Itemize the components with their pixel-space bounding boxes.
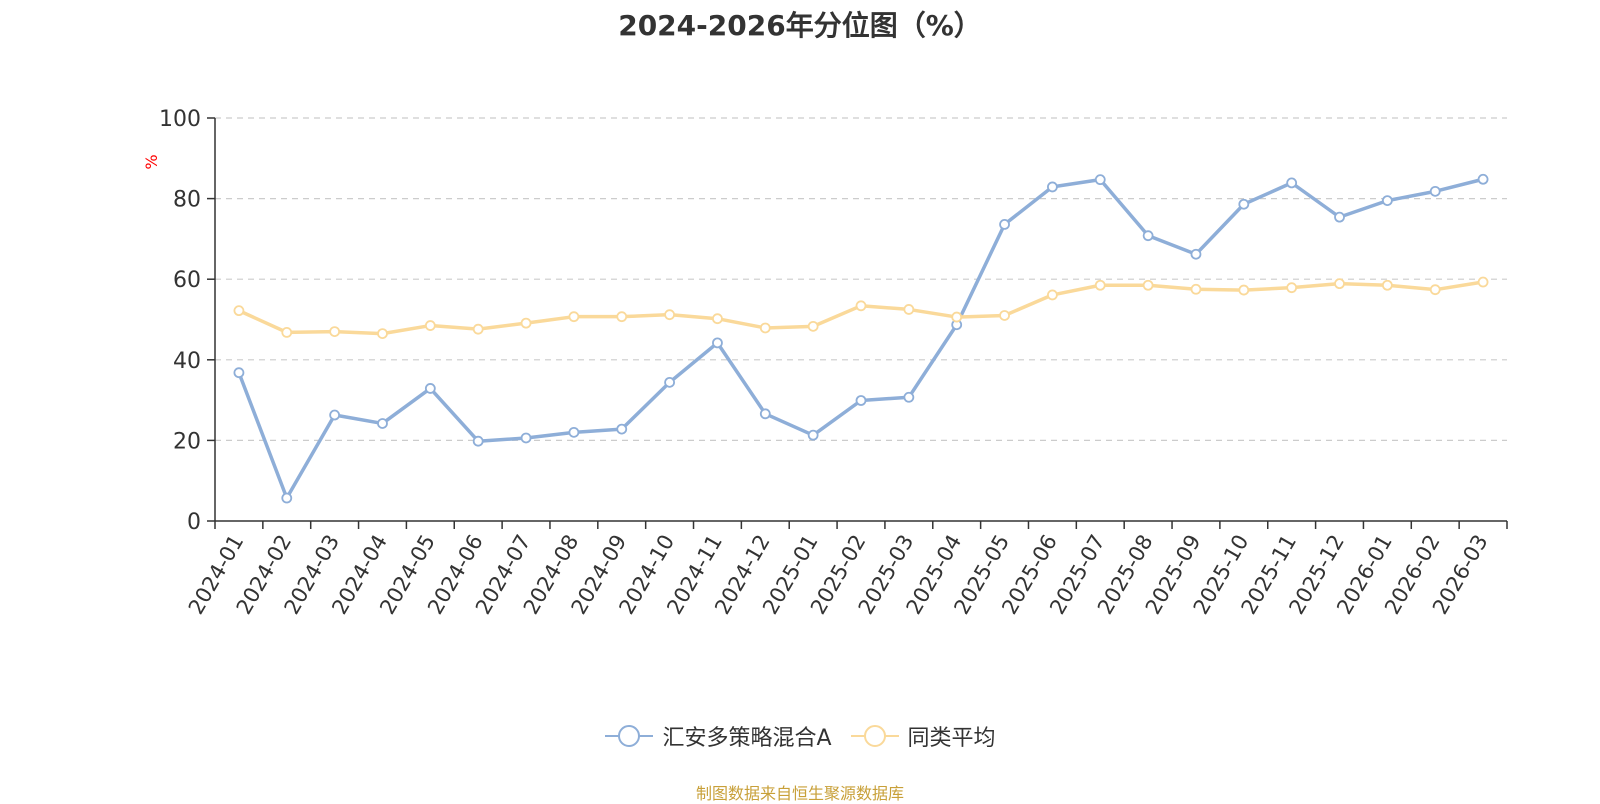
data-point[interactable] <box>329 409 341 421</box>
data-point[interactable] <box>1286 282 1298 294</box>
data-point[interactable] <box>664 309 675 321</box>
y-tick-label: 60 <box>173 268 201 293</box>
data-point[interactable] <box>999 218 1010 230</box>
data-point[interactable] <box>472 435 484 447</box>
data-point[interactable] <box>1238 284 1250 296</box>
data-point[interactable] <box>951 311 963 323</box>
series-line-0 <box>237 177 1485 500</box>
y-tick-label: 100 <box>159 107 201 132</box>
legend-marker-fund-icon <box>605 725 654 747</box>
data-point[interactable] <box>1047 181 1058 193</box>
data-point[interactable] <box>616 311 628 323</box>
legend: 汇安多策略混合A 同类平均 <box>0 720 1600 752</box>
data-point[interactable] <box>759 322 771 334</box>
data-point[interactable] <box>1429 284 1441 296</box>
data-point[interactable] <box>1477 276 1489 288</box>
data-point[interactable] <box>1190 283 1202 295</box>
data-point[interactable] <box>377 328 388 340</box>
data-point[interactable] <box>616 423 628 435</box>
data-point[interactable] <box>759 408 771 420</box>
data-point[interactable] <box>424 383 436 394</box>
data-point[interactable] <box>281 492 293 504</box>
data-point[interactable] <box>903 391 915 403</box>
data-point[interactable] <box>807 429 819 441</box>
data-point[interactable] <box>520 317 532 329</box>
data-point[interactable] <box>664 376 675 388</box>
y-axis-label: % <box>142 154 161 169</box>
data-point[interactable] <box>1238 198 1250 210</box>
data-point[interactable] <box>568 311 580 323</box>
data-point[interactable] <box>472 323 484 335</box>
data-point[interactable] <box>377 418 388 429</box>
data-point[interactable] <box>520 432 532 444</box>
legend-label-fund: 汇安多策略混合A <box>662 726 832 751</box>
data-point[interactable] <box>1190 248 1202 260</box>
y-tick-label: 80 <box>173 188 201 213</box>
data-point[interactable] <box>1094 174 1106 186</box>
data-point[interactable] <box>233 305 245 317</box>
data-point[interactable] <box>855 395 867 406</box>
data-point[interactable] <box>807 320 819 332</box>
data-point[interactable] <box>712 313 723 325</box>
axes: 0204060801002024-012024-022024-032024-04… <box>159 107 1508 618</box>
data-point[interactable] <box>903 304 915 315</box>
y-tick-label: 0 <box>187 510 201 535</box>
data-point[interactable] <box>1381 279 1393 291</box>
data-point[interactable] <box>1334 278 1345 290</box>
source-note: 制图数据来自恒生聚源数据库 <box>695 784 904 803</box>
data-point[interactable] <box>1047 289 1058 301</box>
data-point[interactable] <box>855 300 867 312</box>
legend-item-peer-average[interactable]: 同类平均 <box>850 720 996 752</box>
data-point[interactable] <box>1381 195 1393 207</box>
data-point[interactable] <box>568 426 580 438</box>
data-point[interactable] <box>1142 230 1154 242</box>
legend-label-peer-average: 同类平均 <box>907 726 996 751</box>
data-point[interactable] <box>281 326 293 338</box>
data-point[interactable] <box>1477 173 1489 185</box>
data-point[interactable] <box>1429 185 1441 197</box>
data-point[interactable] <box>1334 211 1345 223</box>
data-point[interactable] <box>1094 279 1106 291</box>
series-lines <box>233 173 1489 504</box>
legend-item-fund[interactable]: 汇安多策略混合A <box>604 720 832 752</box>
y-tick-label: 20 <box>173 429 201 454</box>
data-point[interactable] <box>424 320 436 331</box>
grid-lines <box>215 117 1507 441</box>
data-point[interactable] <box>233 367 245 379</box>
legend-marker-peer-average-icon <box>850 725 899 747</box>
y-tick-label: 40 <box>173 349 201 374</box>
data-point[interactable] <box>329 326 341 337</box>
data-point[interactable] <box>1142 279 1154 291</box>
data-point[interactable] <box>712 337 723 349</box>
data-point[interactable] <box>999 310 1010 321</box>
chart-title: 2024-2026年分位图（%） <box>618 9 982 42</box>
data-point[interactable] <box>1286 177 1298 189</box>
